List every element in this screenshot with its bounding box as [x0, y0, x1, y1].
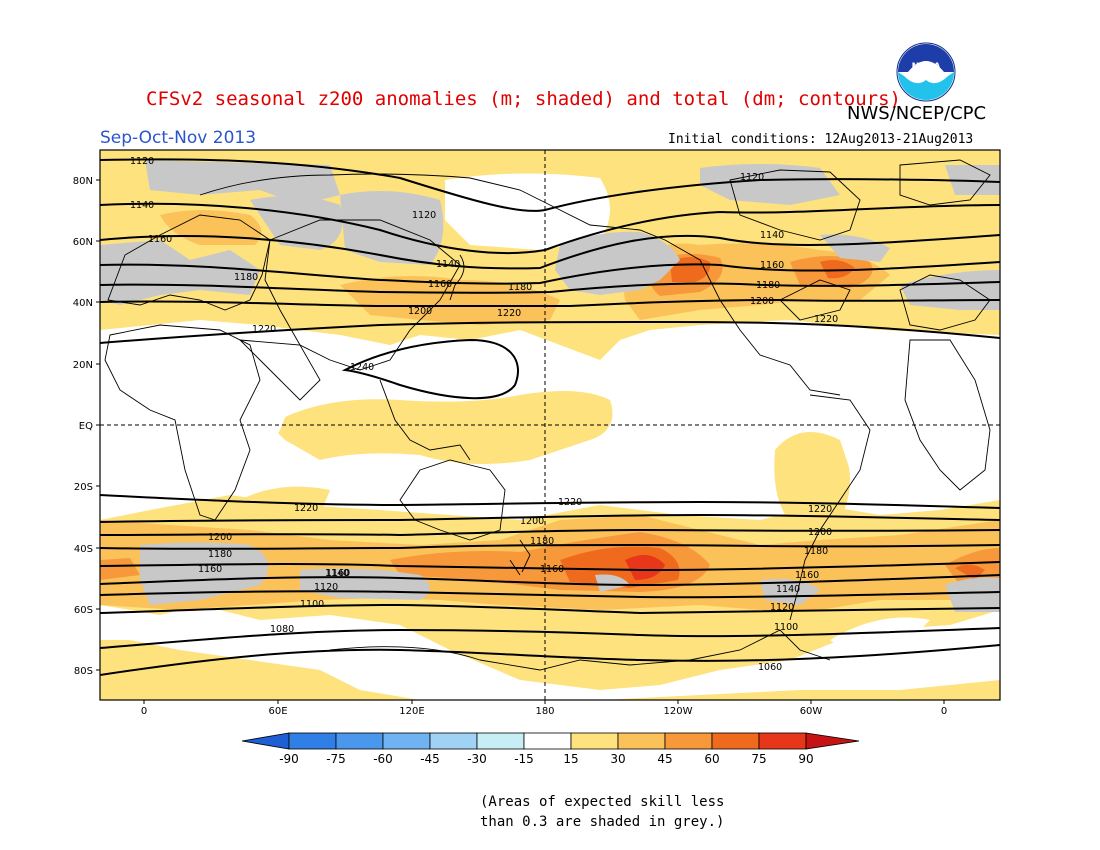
season-label: Sep-Oct-Nov 2013 [100, 128, 257, 148]
lat-label: 40S [74, 544, 93, 555]
coastlines [104, 159, 991, 671]
contour-label: 1220 [808, 504, 832, 515]
colorbar-segment [711, 732, 760, 750]
contour-label: 1160 [795, 570, 819, 581]
colorbar-segment [335, 732, 384, 750]
agency-label: NWS/NCEP/CPC [847, 103, 987, 124]
contour-label: 1100 [774, 622, 798, 633]
longitude-axis: 0 60E 120E 180 120W 60W 0 [141, 706, 947, 717]
contour-label: 1060 [758, 662, 782, 673]
chart-title: CFSv2 seasonal z200 anomalies (m; shaded… [146, 88, 901, 110]
colorbar-segment [617, 732, 666, 750]
contour-label: 1120 [314, 582, 338, 593]
colorbar-segment [758, 732, 807, 750]
noaa-logo-text: NOAA [912, 62, 941, 72]
colorbar [241, 732, 860, 750]
colorbar-label: 30 [610, 752, 625, 766]
contour-label: 1200 [520, 516, 544, 527]
contour-label: 1140 [325, 568, 349, 579]
colorbar-segment [382, 732, 431, 750]
lat-label: 40N [73, 298, 93, 309]
colorbar-label: -15 [514, 752, 534, 766]
contour-label: 1180 [234, 272, 258, 283]
contour-label: 1100 [300, 599, 324, 610]
lon-label: 60W [800, 706, 823, 717]
colorbar-segment [523, 732, 572, 750]
colorbar-segment [288, 732, 337, 750]
contour-label: 1160 [760, 260, 784, 271]
lat-label: 20N [73, 360, 93, 371]
contour-label: 1160 [540, 564, 564, 575]
colorbar-label: 75 [751, 752, 766, 766]
lat-label: 80N [73, 176, 93, 187]
contour-label: 1160 [198, 564, 222, 575]
latitude-ticks [96, 179, 100, 671]
lon-label: 120W [664, 706, 693, 717]
contour-label: 1120 [412, 210, 436, 221]
colorbar-segment [805, 732, 860, 750]
contour-label: 1200 [750, 296, 774, 307]
height-contours [100, 158, 1000, 676]
colorbar-label: 90 [798, 752, 813, 766]
contour-label: 1140 [130, 200, 154, 211]
contour-label: 1200 [408, 306, 432, 317]
colorbar-ticks: -90 -75 -60 -45 -30 -15 15 30 45 60 75 9… [279, 752, 813, 766]
lon-label: 0 [141, 706, 147, 717]
contour-label: 1120 [770, 602, 794, 613]
contour-label: 1120 [740, 172, 764, 183]
contour-label: 1140 [760, 230, 784, 241]
contour-label: 1220 [497, 308, 521, 319]
contour-label: 1200 [808, 527, 832, 538]
colorbar-label: -75 [326, 752, 346, 766]
contour-label: 1160 [148, 234, 172, 245]
contour-label: 1220 [252, 324, 276, 335]
colorbar-segment [241, 732, 290, 750]
lon-label: 120E [399, 706, 424, 717]
lat-label: EQ [79, 421, 93, 432]
lat-label: 60S [74, 605, 93, 616]
contour-label-layer: 1120 1120 1120 1140 1140 1140 1160 1160 … [130, 156, 838, 673]
contour-label: 1160 [428, 279, 452, 290]
contour-label: 1180 [508, 282, 532, 293]
lon-label: 0 [941, 706, 947, 717]
longitude-ticks [143, 700, 945, 704]
colorbar-label: 60 [704, 752, 719, 766]
contour-label: 1120 [130, 156, 154, 167]
contour-label: 1240 [350, 362, 374, 373]
skill-note: (Areas of expected skill less than 0.3 a… [480, 792, 724, 832]
noaa-logo: NOAA [896, 42, 956, 102]
contour-label: 1220 [814, 314, 838, 325]
colorbar-segment [429, 732, 478, 750]
colorbar-label: -60 [373, 752, 393, 766]
contour-label: 1180 [530, 536, 554, 547]
contour-label: 1180 [756, 280, 780, 291]
contour-label: 1140 [436, 259, 460, 270]
initial-conditions-label: Initial conditions: 12Aug2013-21Aug2013 [668, 132, 974, 147]
colorbar-label: -90 [279, 752, 299, 766]
lon-label: 60E [268, 706, 287, 717]
lon-label: 180 [535, 706, 554, 717]
colorbar-segment [476, 732, 525, 750]
colorbar-label: -45 [420, 752, 440, 766]
lat-label: 60N [73, 237, 93, 248]
contour-label: 1200 [208, 532, 232, 543]
skill-note-line-2: than 0.3 are shaded in grey.) [480, 814, 725, 830]
contour-label: 1180 [208, 549, 232, 560]
colorbar-segment [664, 732, 713, 750]
colorbar-label: 45 [657, 752, 672, 766]
contour-label: 1080 [270, 624, 294, 635]
colorbar-label: -30 [467, 752, 487, 766]
contour-label: 1180 [804, 546, 828, 557]
latitude-axis: 80N 60N 40N 20N EQ 20S 40S 60S 80S [73, 176, 93, 677]
contour-label: 1160 [326, 568, 350, 579]
colorbar-label: 15 [563, 752, 578, 766]
colorbar-segment [570, 732, 619, 750]
skill-note-line-1: (Areas of expected skill less [480, 794, 725, 810]
contour-label: 1220 [294, 503, 318, 514]
lat-label: 20S [74, 482, 93, 493]
lat-label: 80S [74, 666, 93, 677]
contour-label: 1220 [558, 497, 582, 508]
contour-label: 1140 [776, 584, 800, 595]
